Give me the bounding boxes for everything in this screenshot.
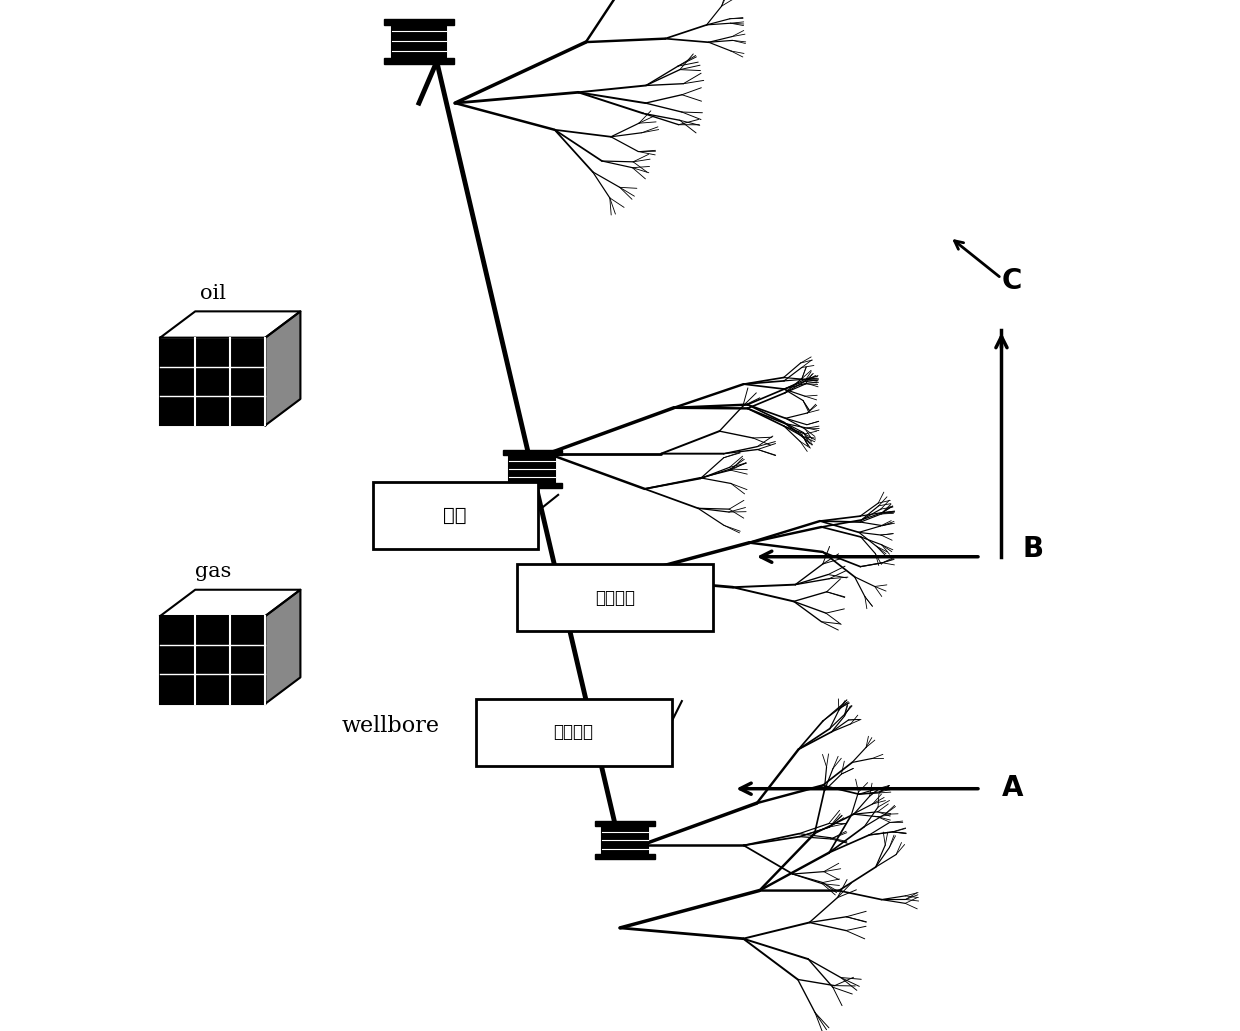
FancyBboxPatch shape <box>476 699 672 765</box>
Polygon shape <box>160 590 300 617</box>
Text: C: C <box>1002 267 1022 295</box>
Bar <box>502 450 562 456</box>
Bar <box>160 338 265 425</box>
Text: gas: gas <box>195 562 231 581</box>
FancyBboxPatch shape <box>372 483 537 548</box>
Bar <box>383 58 454 64</box>
Polygon shape <box>160 311 300 338</box>
Bar <box>595 854 655 860</box>
Bar <box>160 616 265 703</box>
Text: B: B <box>1022 535 1043 563</box>
Text: 支缝系统: 支缝系统 <box>595 589 635 607</box>
Text: wellbore: wellbore <box>342 716 440 737</box>
Bar <box>392 22 446 61</box>
Bar <box>510 453 556 486</box>
Polygon shape <box>265 590 300 703</box>
Text: 主缝: 主缝 <box>443 506 466 525</box>
Bar <box>603 824 649 857</box>
Text: A: A <box>1002 774 1023 802</box>
Text: 微缝系统: 微缝系统 <box>553 723 594 741</box>
Bar <box>502 483 562 489</box>
Text: oil: oil <box>200 284 226 303</box>
FancyBboxPatch shape <box>517 565 713 631</box>
Polygon shape <box>265 311 300 425</box>
Bar <box>383 19 454 25</box>
Bar <box>595 821 655 827</box>
